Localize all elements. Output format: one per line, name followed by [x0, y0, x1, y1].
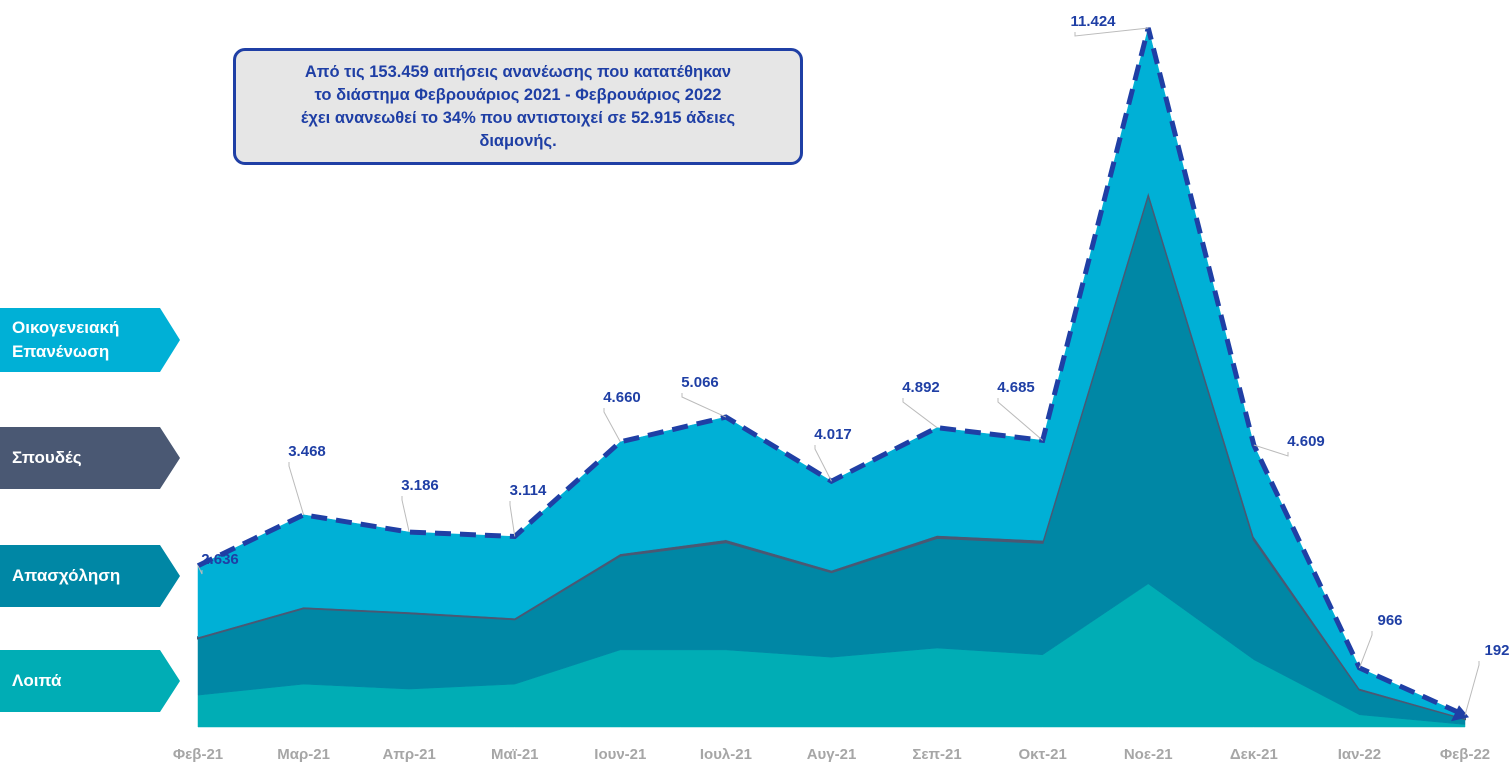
legend-item: Οικογενειακή Επανένωση	[0, 308, 180, 372]
data-label: 3.468	[288, 443, 326, 460]
x-tick-label: Μαϊ-21	[491, 746, 539, 763]
leader-line	[1074, 27, 1149, 37]
data-label: 3.186	[401, 477, 439, 494]
leader-line	[603, 408, 621, 443]
leader-line	[288, 462, 305, 515]
data-label: 4.892	[902, 379, 940, 396]
leader-line	[509, 501, 516, 537]
data-label: 192	[1484, 642, 1509, 659]
leader-line	[197, 565, 203, 575]
leader-line	[1358, 631, 1373, 669]
leader-line	[401, 496, 410, 533]
leader-line	[814, 445, 832, 482]
data-label: 4.685	[997, 379, 1035, 396]
annotation-line: διαμονής.	[479, 131, 557, 150]
data-label: 11.424	[1070, 13, 1116, 30]
x-tick-label: Νοε-21	[1124, 746, 1173, 763]
annotation-line: έχει ανανεωθεί το 34% που αντιστοιχεί σε…	[300, 108, 736, 127]
legend-item: Σπουδές	[0, 427, 180, 489]
data-label: 2.636	[201, 551, 239, 568]
leader-line	[902, 398, 938, 429]
x-tick-label: Δεκ-21	[1230, 746, 1278, 763]
x-tick-label: Οκτ-21	[1018, 746, 1066, 763]
total-line	[196, 27, 1467, 718]
x-tick-label: Ιουν-21	[594, 746, 646, 763]
data-label: 4.609	[1287, 433, 1325, 450]
x-tick-label: Ιαν-22	[1338, 746, 1381, 763]
x-tick-label: Ιουλ-21	[700, 746, 752, 763]
arrow-head	[1451, 705, 1469, 722]
x-tick-label: Μαρ-21	[277, 746, 330, 763]
annotation-line: Από τις 153.459 αιτήσεις ανανέωσης που κ…	[304, 62, 732, 81]
x-tick-label: Σεπ-21	[912, 746, 961, 763]
x-tick-label: Απρ-21	[383, 746, 436, 763]
data-label: 3.114	[510, 482, 547, 499]
leader-line	[1464, 661, 1480, 716]
annotation-line: το διάστημα Φεβρουάριος 2021 - Φεβρουάρι…	[314, 85, 722, 104]
leader-line	[997, 398, 1043, 441]
leader-line	[1253, 444, 1289, 457]
area	[197, 193, 1466, 725]
annotation-box: Από τις 153.459 αιτήσεις ανανέωσης που κ…	[233, 48, 803, 165]
legend-item: Λοιπά	[0, 650, 180, 712]
x-tick-label: Φεβ-22	[1440, 746, 1490, 763]
x-tick-label: Αυγ-21	[807, 746, 857, 763]
x-tick-label: Φεβ-21	[173, 746, 223, 763]
data-label: 4.660	[603, 389, 641, 406]
data-label: 4.017	[814, 426, 852, 443]
data-label: 966	[1377, 612, 1402, 629]
legend-item: Απασχόληση	[0, 545, 180, 607]
data-label: 5.066	[681, 374, 719, 391]
leader-line	[681, 393, 727, 418]
